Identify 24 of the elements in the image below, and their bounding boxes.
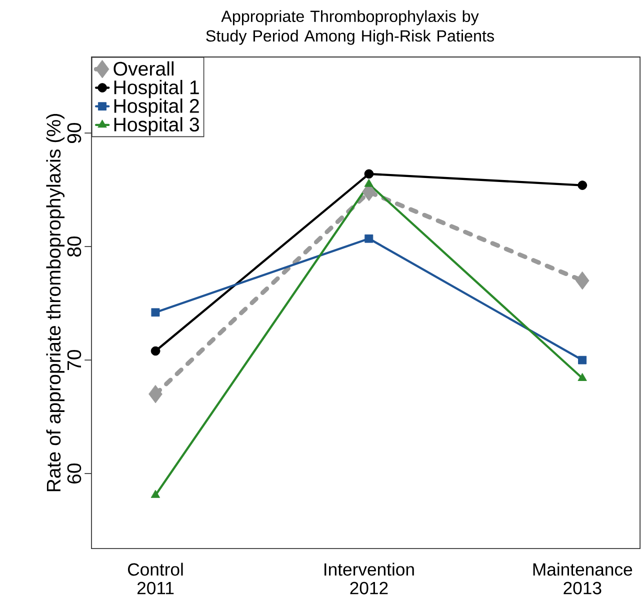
y-tick-label: 90 [67, 123, 82, 144]
x-tick-label: Maintenance 2013 [533, 563, 632, 595]
x-tick-label: Control 2011 [128, 563, 183, 595]
point [148, 385, 162, 404]
legend-label: Overall [114, 62, 174, 76]
point [578, 373, 587, 382]
point [364, 179, 374, 188]
legend-label: Hospital 2 [114, 98, 199, 117]
point [578, 356, 587, 364]
point [151, 490, 160, 498]
point [151, 308, 160, 317]
point [576, 272, 590, 290]
x-tick-label: Intervention 2012 [324, 563, 414, 595]
y-tick-label: 60 [67, 464, 82, 484]
point [578, 180, 588, 190]
y-tick-label: 70 [67, 350, 82, 370]
point [150, 346, 160, 356]
legend-label: Hospital 1 [114, 80, 199, 98]
legend-label: Hospital 3 [114, 117, 199, 136]
chart-title: Appropriate Thromboprophylaxis by Study Period Among High-Risk Patients [206, 10, 494, 46]
y-axis-title: Rate of appropriate thromboprophylaxis (%) [46, 114, 65, 492]
point [364, 169, 374, 179]
y-tick-label: 80 [67, 236, 82, 257]
point [364, 234, 374, 244]
